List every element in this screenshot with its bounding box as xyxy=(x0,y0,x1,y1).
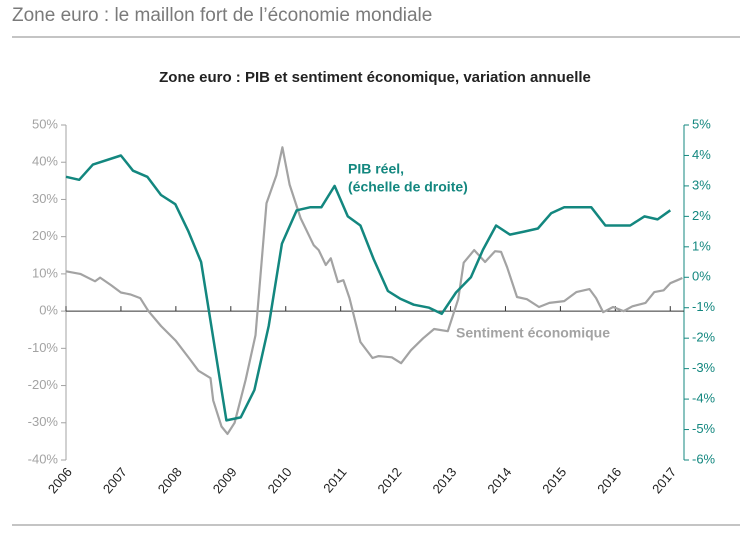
series-label: PIB réel, xyxy=(348,161,404,177)
x-tick-label: 2007 xyxy=(100,464,130,496)
y2-tick-label: -3% xyxy=(692,360,716,375)
y2-tick-label: -2% xyxy=(692,330,716,345)
y-tick-label: -20% xyxy=(28,377,59,392)
y2-tick-label: 5% xyxy=(692,116,711,131)
y-tick-label: 50% xyxy=(32,116,58,131)
x-tick-label: 2016 xyxy=(594,464,624,496)
x-tick-label: 2010 xyxy=(265,464,295,496)
y2-tick-label: -5% xyxy=(692,421,716,436)
y-tick-label: -10% xyxy=(28,340,59,355)
series-label: Sentiment économique xyxy=(456,325,610,341)
y-tick-label: 40% xyxy=(32,154,58,169)
y-tick-label: 30% xyxy=(32,191,58,206)
series-line xyxy=(65,154,672,422)
x-tick-label: 2008 xyxy=(155,464,185,496)
annotation: (échelle de droite) xyxy=(348,179,468,195)
chart-title: Zone euro : PIB et sentiment économique,… xyxy=(159,69,591,86)
series-line xyxy=(65,146,683,435)
x-tick-label: 2014 xyxy=(484,464,514,496)
x-tick-label: 2009 xyxy=(210,464,240,496)
x-tick-label: 2015 xyxy=(539,464,569,496)
y2-tick-label: -6% xyxy=(692,451,716,466)
y-tick-label: 0% xyxy=(39,303,58,318)
y-tick-label: -30% xyxy=(28,414,59,429)
x-tick-label: 2011 xyxy=(320,464,349,495)
y2-tick-label: -4% xyxy=(692,391,716,406)
y2-tick-label: 0% xyxy=(692,269,711,284)
x-tick-label: 2012 xyxy=(374,464,404,496)
y-tick-label: 10% xyxy=(32,265,58,280)
x-tick-label: 2013 xyxy=(429,464,459,496)
y-tick-label: 20% xyxy=(32,228,58,243)
y2-tick-label: 1% xyxy=(692,238,711,253)
y2-tick-label: 3% xyxy=(692,177,711,192)
page-title: Zone euro : le maillon fort de l’économi… xyxy=(12,5,432,26)
y-tick-label: -40% xyxy=(28,451,59,466)
x-tick-label: 2017 xyxy=(649,464,679,496)
y2-tick-label: -1% xyxy=(692,299,716,314)
y2-tick-label: 4% xyxy=(692,147,711,162)
y2-tick-label: 2% xyxy=(692,208,711,223)
x-tick-label: 2006 xyxy=(45,464,75,496)
